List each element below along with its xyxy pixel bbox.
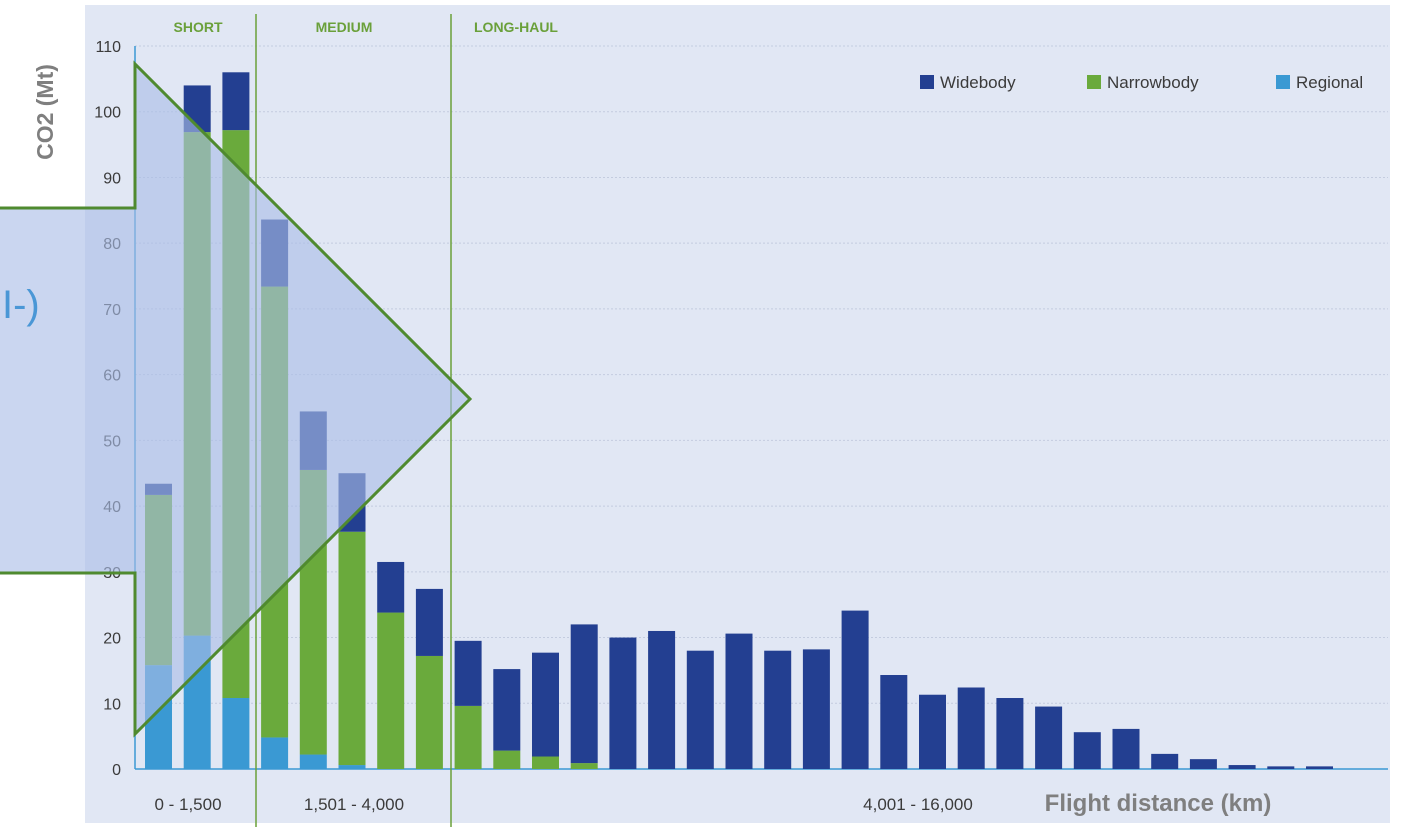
legend-label: Widebody <box>940 73 1016 92</box>
bar-widebody <box>415 588 443 656</box>
x-axis-label: Flight distance (km) <box>1045 790 1272 817</box>
segment-label: SHORT <box>174 19 223 35</box>
y-tick-label: 20 <box>103 631 121 648</box>
bar-widebody <box>1306 766 1333 769</box>
bar-widebody <box>532 652 559 757</box>
segment-label: MEDIUM <box>316 19 373 35</box>
segment-range-label: 0 - 1,500 <box>154 795 221 814</box>
legend-swatch <box>920 75 934 89</box>
bar-narrowbody <box>570 763 598 769</box>
y-tick-label: 90 <box>103 170 121 187</box>
bar-regional <box>222 698 250 769</box>
y-tick-label: 110 <box>95 39 121 56</box>
legend-swatch <box>1276 75 1290 89</box>
segment-range-label: 4,001 - 16,000 <box>863 795 973 814</box>
bar-narrowbody <box>493 750 521 769</box>
bar-widebody <box>1267 766 1295 769</box>
legend: Widebody Narrowbody Regional <box>920 73 1363 92</box>
legend-label: Narrowbody <box>1107 73 1199 92</box>
arrow-overlay: I-) <box>0 60 473 738</box>
bar-widebody <box>996 698 1024 769</box>
bar-widebody <box>493 669 521 751</box>
bar-widebody <box>222 72 250 131</box>
bar-narrowbody <box>454 705 482 769</box>
bar-widebody <box>1073 732 1101 769</box>
bar-regional <box>261 737 289 769</box>
legend-swatch <box>1087 75 1101 89</box>
bar-widebody <box>880 675 908 769</box>
bar-widebody <box>764 650 792 769</box>
bar-widebody <box>648 630 676 769</box>
bar-widebody <box>919 694 946 769</box>
bar-widebody <box>957 687 985 769</box>
bar-narrowbody <box>377 612 405 769</box>
bar-regional <box>338 765 366 769</box>
segment-label: LONG-HAUL <box>474 19 558 35</box>
bar-widebody <box>377 561 405 613</box>
bar-regional <box>299 754 327 769</box>
bar-widebody <box>725 633 753 769</box>
segment-range-label: 1,501 - 4,000 <box>304 795 404 814</box>
legend-label: Regional <box>1296 73 1363 92</box>
bar-widebody <box>454 640 482 706</box>
bar-widebody <box>841 610 869 769</box>
y-tick-label: 0 <box>112 762 121 779</box>
bar-widebody <box>570 624 598 764</box>
arrow-glyph: I-) <box>2 283 40 327</box>
bar-widebody <box>1228 765 1256 769</box>
arrow-outline <box>0 60 473 738</box>
y-axis-label: CO2 (Mt) <box>32 64 58 160</box>
bar-widebody <box>686 650 714 769</box>
y-tick-label: 100 <box>94 105 121 122</box>
arrow-shape <box>0 64 470 734</box>
bar-widebody <box>1112 728 1140 769</box>
bar-widebody <box>1189 759 1217 769</box>
y-tick-label: 10 <box>103 696 121 713</box>
bar-widebody <box>609 637 637 769</box>
bar-narrowbody <box>415 655 443 769</box>
bar-narrowbody <box>532 756 559 769</box>
bar-narrowbody <box>338 531 366 766</box>
bar-widebody <box>802 649 830 769</box>
bar-widebody <box>1151 753 1179 769</box>
bar-widebody <box>1035 706 1063 769</box>
